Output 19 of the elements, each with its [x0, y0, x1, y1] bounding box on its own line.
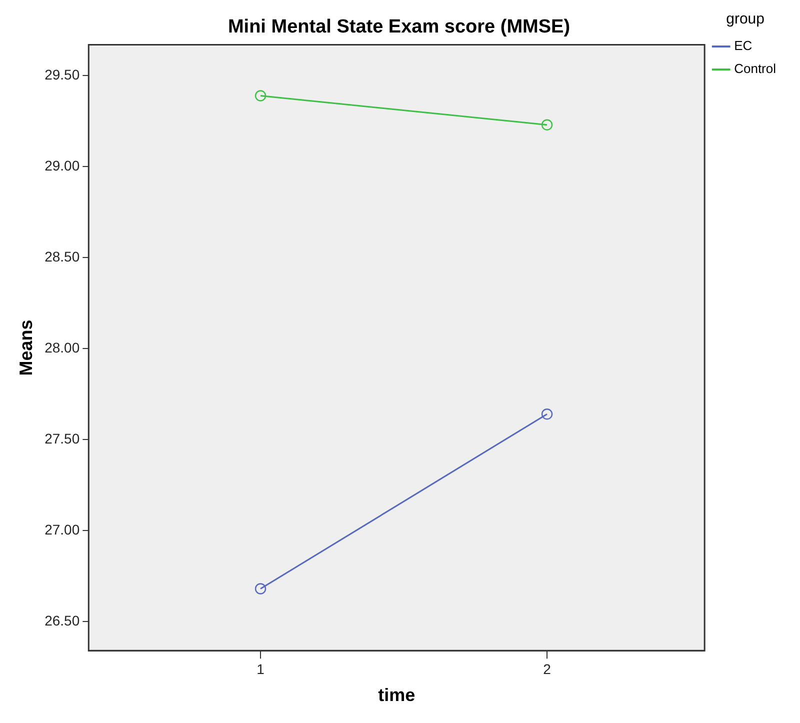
- y-tick-label: 29.50: [44, 66, 80, 83]
- point: [541, 119, 553, 130]
- y-tick-label: 27.50: [44, 430, 80, 446]
- y-tick-label: 26.50: [44, 612, 80, 628]
- x-tick-label: 1: [256, 660, 265, 677]
- legend-label: Control: [734, 61, 776, 76]
- point: [541, 408, 553, 420]
- y-tick-label: 29.00: [44, 158, 80, 174]
- point: [254, 583, 266, 594]
- y-tick-label: 27.00: [44, 521, 80, 538]
- legend-label: EC: [734, 38, 752, 54]
- point: [254, 90, 266, 102]
- y-tick-label: 28.00: [44, 339, 80, 356]
- x-axis-title: time: [378, 685, 416, 706]
- legend-title: group: [726, 10, 764, 28]
- y-axis-title: Means: [16, 320, 36, 376]
- y-tick-label: 28.50: [44, 248, 80, 265]
- chart-title: Mini Mental State Exam score (MMSE): [228, 16, 570, 38]
- x-tick-label: 2: [543, 660, 552, 677]
